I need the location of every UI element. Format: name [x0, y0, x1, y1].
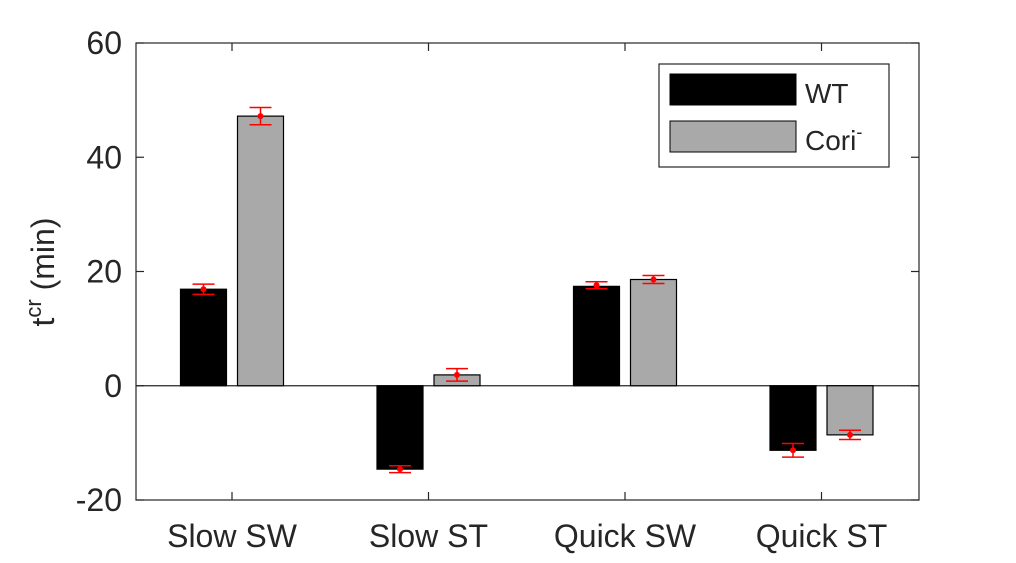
error-bar-center-point — [790, 447, 796, 454]
error-bar-center-point — [257, 113, 264, 120]
error-bar-center-point — [847, 431, 853, 438]
legend: WT Cori- — [658, 63, 890, 168]
legend-swatch-wt — [669, 73, 797, 106]
error-bar-center-point — [397, 466, 403, 473]
legend-swatch-cori — [669, 120, 797, 153]
bar-cori-slow-sw — [236, 115, 285, 387]
error-bar-center-point — [593, 282, 600, 289]
y-tick-label: -20 — [76, 482, 122, 518]
y-axis-label-main: t — [25, 317, 61, 326]
error-bar-center-point — [650, 276, 657, 283]
legend-label-wt: WT — [805, 78, 849, 109]
y-tick-label: 40 — [86, 139, 122, 175]
x-tick-label: Slow SW — [167, 518, 298, 554]
y-tick-label: 20 — [86, 254, 122, 290]
legend-label-cori-superscript: - — [856, 122, 862, 142]
bar-cori-quick-sw — [629, 278, 678, 387]
bar-wt-slow-st — [376, 385, 424, 470]
x-tick-label: Slow ST — [369, 518, 488, 554]
legend-label-cori-text: Cori — [805, 125, 856, 156]
x-tick-label: Quick ST — [756, 518, 888, 554]
y-tick-label: 60 — [86, 25, 122, 61]
plot-area: -20 0 20 40 60 Slow SW Slow ST Quick SW Quick ST — [76, 25, 920, 554]
legend-label-cori: Cori- — [805, 122, 862, 156]
bar-wt-slow-sw — [179, 288, 228, 387]
y-axis-label-superscript: cr — [21, 299, 46, 317]
bar-wt-quick-st — [769, 385, 817, 451]
y-axis-label: tcr (min) — [21, 218, 61, 327]
error-bar-center-point — [454, 371, 460, 378]
error-bar-center-point — [200, 286, 207, 293]
y-axis-label-unit: (min) — [25, 218, 61, 300]
y-tick-label: 0 — [104, 368, 122, 404]
x-tick-label: Quick SW — [554, 518, 697, 554]
bar-wt-quick-sw — [572, 285, 621, 387]
bar-cori-quick-st — [826, 385, 874, 436]
